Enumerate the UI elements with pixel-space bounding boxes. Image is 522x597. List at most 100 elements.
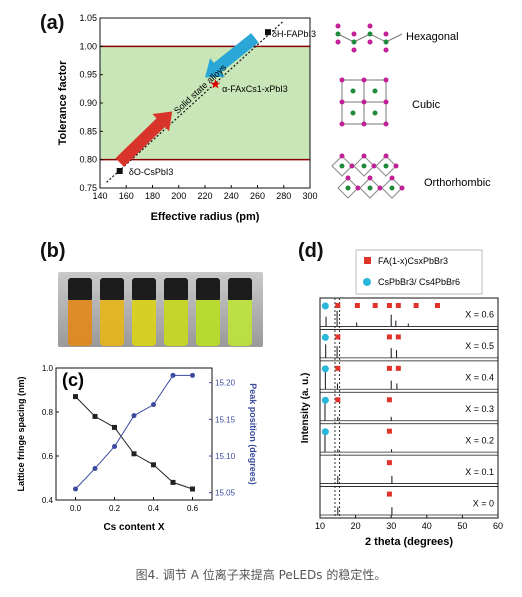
fa-marker-0-5 xyxy=(413,303,419,308)
c-y-axis-label: Lattice fringe spacing (nm) xyxy=(16,376,26,491)
plot-c-frame xyxy=(55,367,213,501)
cubic-atom xyxy=(350,88,356,94)
trace-label-6: X = 0 xyxy=(473,498,494,508)
hex-atom xyxy=(351,39,357,45)
fa-marker-0-3 xyxy=(386,303,392,308)
vial-cap xyxy=(132,278,156,300)
ortho-atom xyxy=(371,163,377,169)
series-point-0 xyxy=(190,486,195,492)
cs-marker-3-0 xyxy=(321,396,329,404)
cubic-atom xyxy=(339,121,345,127)
hex-bond xyxy=(369,33,387,43)
vial-cap xyxy=(228,278,252,300)
series-point-0 xyxy=(92,413,98,419)
x-tick-label: 260 xyxy=(250,191,265,201)
ortho-atom xyxy=(361,153,367,159)
vial-4 xyxy=(196,278,220,346)
cubic-atom xyxy=(383,121,389,127)
label-star: α-FAxCs1-xPbI3 xyxy=(222,84,288,94)
vial-5 xyxy=(228,278,252,346)
vial-liquid xyxy=(68,300,92,346)
x-tick-label: 240 xyxy=(224,191,239,201)
y-tick-label: 1.05 xyxy=(79,13,97,23)
point-star-1: ★ xyxy=(210,76,222,91)
hex-atom xyxy=(351,31,357,37)
cubic-atom xyxy=(372,88,378,94)
panel-d-chart: FA(1-x)CsxPbBr3 CsPbBr3/ Cs4PbBr6 X = 0.6 X… xyxy=(300,249,503,548)
series-point-0 xyxy=(170,479,176,485)
x-tick-label: 180 xyxy=(145,191,160,201)
ortho-atom xyxy=(399,185,405,191)
fa-marker-5-0 xyxy=(386,460,392,466)
ortho-atom xyxy=(367,185,373,191)
trace-label-0: X = 0.6 xyxy=(465,310,494,320)
ortho-atom xyxy=(345,185,351,191)
vial-3 xyxy=(164,278,188,346)
hex-atom xyxy=(383,39,389,45)
point-square-0 xyxy=(116,168,123,174)
vial-cap xyxy=(68,278,92,300)
vial-cap xyxy=(164,278,188,300)
c-y-tick-label: 0.6 xyxy=(42,452,54,461)
ortho-atom xyxy=(339,153,345,159)
panel-c-chart: 0.0 0.2 0.4 0.6 0.4 0.6 0.8 1.0 15.05 15.10 15.15 1… xyxy=(16,364,258,533)
c-y2-tick-label: 15.10 xyxy=(215,452,236,461)
red-arrow xyxy=(115,111,173,167)
ortho-atom xyxy=(393,163,399,169)
legend-cs-label: CsPbBr3/ Cs4PbBr6 xyxy=(378,277,460,287)
ortho-atom xyxy=(345,175,351,181)
x-tick-label: 200 xyxy=(171,191,186,201)
series-point-1 xyxy=(92,465,98,471)
d-x-tick-label: 50 xyxy=(457,521,467,531)
fa-marker-4-0 xyxy=(386,428,392,434)
fa-marker-2-0 xyxy=(335,365,341,371)
x-tick-label: 300 xyxy=(302,191,317,201)
hex-atom xyxy=(367,23,373,29)
fa-marker-0-4 xyxy=(395,303,401,308)
point-square-2 xyxy=(265,29,271,36)
cubic-atom xyxy=(339,77,345,83)
fa-marker-0-1 xyxy=(354,303,360,308)
panel-c-tag: (c) xyxy=(62,370,84,390)
label-bottom: δO-CsPbI3 xyxy=(129,167,174,177)
d-x-axis-label: 2 theta (degrees) xyxy=(365,536,453,548)
y-tick-label: 1.00 xyxy=(79,41,97,51)
y-tick-label: 0.85 xyxy=(79,126,97,136)
fa-marker-2-2 xyxy=(395,365,401,371)
d-x-tick-label: 10 xyxy=(315,521,325,531)
c-y2-tick-label: 15.20 xyxy=(215,379,236,388)
ortho-atom xyxy=(389,185,395,191)
c-y-tick-label: 1.0 xyxy=(42,364,54,373)
trace-label-2: X = 0.4 xyxy=(465,373,494,383)
cs-marker-2-0 xyxy=(321,365,329,373)
legend-box xyxy=(355,249,483,295)
series-point-1 xyxy=(170,372,176,378)
cs-marker-1-0 xyxy=(321,333,329,341)
trace-label-4: X = 0.2 xyxy=(465,435,494,445)
c-y2-axis-label: Peak position (degrees) xyxy=(248,383,258,485)
cs-marker-0-0 xyxy=(321,302,329,310)
legend-fa-label: FA(1-x)CsxPbBr3 xyxy=(378,256,448,266)
trace-label-5: X = 0.1 xyxy=(465,467,494,477)
y-tick-label: 0.80 xyxy=(79,155,97,165)
d-y-axis-label: Intensity (a. u.) xyxy=(300,373,311,444)
d-x-tick-label: 40 xyxy=(422,521,432,531)
d-x-tick-label: 20 xyxy=(351,521,361,531)
hex-atom xyxy=(383,47,389,53)
vial-cap xyxy=(196,278,220,300)
hex-atom xyxy=(383,31,389,37)
hex-bond xyxy=(337,33,355,43)
cubic-atom xyxy=(350,110,356,116)
fa-marker-2-1 xyxy=(386,365,392,371)
ortho-atom xyxy=(339,163,345,169)
x-axis-label: Effective radius (pm) xyxy=(151,211,260,223)
cubic-atom xyxy=(361,121,367,127)
plot-a-area: Solid state alloys★δH-FAPbI3α-FAxCs1-xPb… xyxy=(57,13,318,223)
y-tick-label: 0.95 xyxy=(79,70,97,80)
y-axis-label: Tolerance factor xyxy=(57,60,69,145)
series-point-1 xyxy=(73,486,78,492)
c-y2-tick-label: 15.15 xyxy=(215,415,236,424)
vials-photo xyxy=(58,272,263,347)
vial-2 xyxy=(132,278,156,346)
cubic-atom xyxy=(383,77,389,83)
